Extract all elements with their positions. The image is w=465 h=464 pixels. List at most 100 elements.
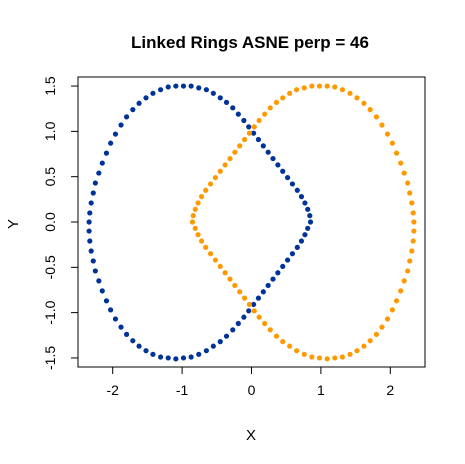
data-point-series-1	[103, 298, 110, 304]
x-axis-label: X	[246, 427, 256, 444]
data-point-series-2	[405, 268, 411, 274]
data-point-series-2	[347, 351, 353, 357]
data-point-series-2	[354, 95, 360, 101]
data-point-series-2	[316, 355, 323, 361]
data-point-series-2	[309, 83, 315, 89]
data-point-series-1	[87, 238, 93, 244]
x-tick-label: 1	[317, 382, 325, 398]
data-point-series-1	[88, 200, 94, 206]
data-point-series-1	[143, 95, 149, 101]
data-point-series-1	[92, 180, 98, 186]
data-point-series-2	[192, 225, 198, 231]
data-point-series-1	[223, 99, 230, 105]
data-point-series-2	[227, 155, 233, 162]
data-point-series-1	[275, 270, 281, 276]
data-point-series-2	[409, 248, 415, 254]
data-point-series-1	[90, 190, 96, 196]
data-point-series-2	[294, 87, 300, 93]
data-point-series-2	[251, 308, 257, 314]
data-point-series-1	[217, 95, 223, 101]
data-point-series-2	[280, 339, 286, 345]
data-point-series-1	[203, 87, 209, 93]
data-point-series-2	[192, 206, 198, 212]
data-point-series-2	[384, 316, 391, 322]
data-point-series-2	[398, 160, 404, 166]
data-point-series-2	[207, 181, 214, 187]
x-tick-label: -1	[176, 382, 189, 398]
data-point-series-1	[173, 83, 179, 89]
data-point-series-2	[393, 150, 400, 156]
data-point-series-1	[241, 314, 247, 320]
data-point-series-2	[280, 95, 286, 101]
data-point-series-1	[250, 130, 257, 136]
data-point-series-1	[284, 257, 291, 263]
data-point-series-2	[401, 170, 407, 176]
data-point-series-2	[361, 343, 367, 349]
data-point-series-2	[222, 270, 228, 276]
data-point-series-1	[284, 174, 291, 181]
data-points	[86, 83, 417, 362]
data-point-series-1	[275, 162, 281, 168]
data-point-series-2	[332, 355, 338, 361]
y-tick-label: 0.0	[42, 212, 58, 232]
y-axis-label: Y	[5, 219, 22, 229]
data-point-series-1	[260, 143, 266, 149]
data-point-series-2	[203, 244, 209, 250]
data-point-series-2	[398, 288, 404, 294]
data-point-series-2	[287, 343, 293, 349]
data-point-series-1	[99, 160, 105, 166]
data-point-series-1	[165, 84, 171, 90]
data-point-series-1	[96, 278, 102, 284]
data-point-series-1	[230, 327, 236, 333]
data-point-series-1	[99, 288, 105, 294]
data-point-series-2	[241, 295, 248, 301]
data-point-series-1	[143, 348, 149, 354]
data-point-series-1	[196, 351, 202, 357]
data-point-series-1	[112, 316, 119, 322]
x-tick-label: -2	[106, 382, 119, 398]
data-point-series-2	[379, 324, 385, 330]
data-point-series-2	[393, 298, 400, 304]
data-point-series-1	[217, 339, 223, 345]
data-point-series-1	[246, 124, 252, 130]
chart-title: Linked Rings ASNE perp = 46	[131, 33, 369, 52]
data-point-series-1	[246, 308, 252, 314]
data-point-series-1	[180, 355, 187, 361]
data-point-series-1	[157, 354, 164, 360]
data-point-series-1	[123, 331, 130, 337]
data-point-series-1	[180, 83, 187, 89]
data-point-series-2	[267, 105, 273, 111]
data-point-series-2	[232, 149, 238, 155]
data-point-series-2	[389, 307, 395, 313]
data-point-series-2	[410, 210, 416, 216]
data-point-series-2	[273, 99, 280, 105]
data-point-series-1	[305, 225, 311, 231]
data-point-series-1	[136, 100, 142, 106]
data-point-series-1	[270, 155, 276, 162]
data-point-series-2	[207, 251, 214, 257]
data-point-series-1	[173, 356, 179, 362]
data-point-series-1	[255, 136, 262, 143]
y-tick-label: -0.5	[42, 255, 58, 279]
data-point-series-1	[130, 107, 136, 113]
data-point-series-1	[188, 354, 194, 360]
y-tick-label: -1.5	[42, 346, 58, 370]
data-point-series-2	[367, 338, 373, 344]
data-point-series-2	[222, 162, 228, 168]
data-point-series-1	[157, 87, 164, 93]
y-tick-label: 1.5	[42, 76, 58, 96]
data-point-series-2	[262, 320, 268, 327]
plot-box	[77, 76, 426, 368]
data-point-series-2	[410, 238, 416, 244]
data-point-series-1	[307, 219, 314, 225]
data-point-series-2	[267, 327, 273, 333]
data-point-series-1	[88, 248, 94, 254]
data-point-series-1	[150, 351, 156, 357]
data-point-series-1	[289, 251, 296, 257]
data-point-series-2	[217, 168, 223, 174]
data-point-series-2	[384, 131, 391, 137]
data-point-series-1	[108, 307, 114, 313]
data-point-series-1	[108, 140, 114, 146]
data-point-series-1	[235, 111, 241, 117]
data-point-series-2	[367, 107, 373, 113]
